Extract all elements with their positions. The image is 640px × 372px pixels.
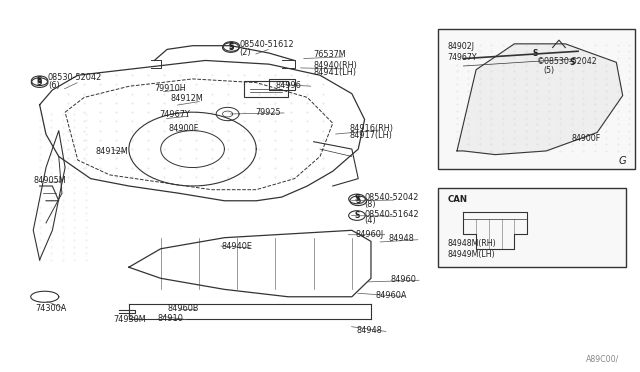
Text: 74300A: 74300A <box>35 304 67 313</box>
Text: 84900F: 84900F <box>572 134 601 142</box>
Text: 79910H: 79910H <box>154 84 186 93</box>
Text: 84902J: 84902J <box>447 42 474 51</box>
Text: 79925: 79925 <box>255 108 280 118</box>
Text: 76537M: 76537M <box>314 50 346 59</box>
Text: S: S <box>37 78 42 87</box>
Text: S: S <box>355 211 360 220</box>
Text: S: S <box>37 76 42 85</box>
Text: S: S <box>532 49 538 58</box>
Text: 84996: 84996 <box>275 81 301 90</box>
Bar <box>438 29 636 169</box>
Text: S: S <box>228 43 234 52</box>
Text: CAN: CAN <box>447 195 467 204</box>
Polygon shape <box>457 44 623 155</box>
Text: ©08530-52042: ©08530-52042 <box>537 57 597 66</box>
Text: 74930M: 74930M <box>113 315 146 324</box>
Text: 08540-52042: 08540-52042 <box>365 193 419 202</box>
Text: (8): (8) <box>365 200 376 209</box>
Text: (2): (2) <box>239 48 251 57</box>
Text: 84949M(LH): 84949M(LH) <box>447 250 495 259</box>
Text: S: S <box>356 196 361 205</box>
Text: S: S <box>228 42 234 51</box>
Text: 84941(LH): 84941(LH) <box>314 68 356 77</box>
Bar <box>244 81 288 97</box>
Bar <box>438 188 626 267</box>
Text: 84948: 84948 <box>389 234 415 243</box>
Text: 84948M(RH): 84948M(RH) <box>447 239 496 248</box>
Text: 74967Y: 74967Y <box>159 110 190 119</box>
Text: 74967Y: 74967Y <box>447 53 477 62</box>
Text: S: S <box>355 195 360 203</box>
Text: (6): (6) <box>48 81 60 90</box>
Text: (4): (4) <box>365 216 376 225</box>
Text: 08540-51642: 08540-51642 <box>365 209 419 219</box>
Text: (5): (5) <box>543 66 554 75</box>
Text: 08540-51612: 08540-51612 <box>239 41 294 49</box>
Text: S: S <box>569 58 574 67</box>
Text: 84960J: 84960J <box>356 230 384 239</box>
Text: 08530-52042: 08530-52042 <box>48 73 102 82</box>
Text: 84910: 84910 <box>157 314 184 323</box>
Text: A89C00/: A89C00/ <box>586 354 620 363</box>
Text: 84900F: 84900F <box>169 124 199 133</box>
Text: 84960B: 84960B <box>167 304 198 313</box>
Text: 84960: 84960 <box>390 275 416 283</box>
Text: 84905M: 84905M <box>33 176 66 185</box>
Text: 84916(RH): 84916(RH) <box>350 124 394 133</box>
Text: 84940(RH): 84940(RH) <box>314 61 358 70</box>
Text: 84960A: 84960A <box>376 291 407 300</box>
Text: G: G <box>618 156 626 166</box>
Bar <box>269 79 294 90</box>
Text: 84940E: 84940E <box>221 243 252 251</box>
Text: 84912M: 84912M <box>170 94 203 103</box>
Text: 84912M: 84912M <box>96 147 129 156</box>
Text: 84917(LH): 84917(LH) <box>350 131 393 140</box>
Text: 84948: 84948 <box>357 326 383 335</box>
